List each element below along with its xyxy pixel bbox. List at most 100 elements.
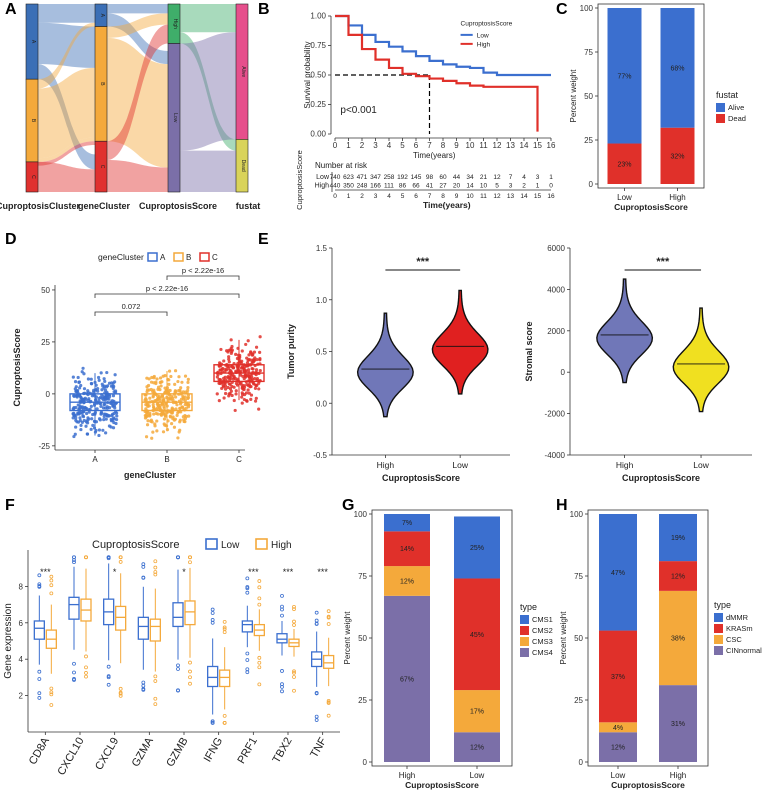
outlier-point <box>245 651 250 656</box>
significance-label: p < 2.22e-16 <box>182 266 224 275</box>
box-body <box>323 654 335 669</box>
jitter-point <box>144 435 149 439</box>
legend-label: CMS4 <box>532 648 553 657</box>
jitter-point <box>98 418 102 422</box>
jitter-point <box>158 376 163 380</box>
jitter-point <box>249 393 254 397</box>
jitter-point <box>144 410 149 414</box>
jitter-point <box>156 412 160 416</box>
x-axis-title: CuproptosisScore <box>622 473 700 483</box>
jitter-point <box>170 406 174 410</box>
jitter-point <box>156 387 160 391</box>
bar-segment-csc <box>599 722 637 733</box>
jitter-point <box>80 411 84 415</box>
x-tick-label: 16 <box>547 141 556 150</box>
jitter-point <box>101 428 105 432</box>
jitter-point <box>112 417 116 421</box>
sankey-flow <box>38 22 95 68</box>
jitter-point <box>84 411 89 416</box>
jitter-point <box>174 407 178 411</box>
bar-segment-label: 31% <box>671 721 685 728</box>
y-axis-title: Percent weight <box>569 69 578 123</box>
y-tick-label: -2000 <box>545 410 566 419</box>
legend-swatch <box>714 613 723 622</box>
jitter-point <box>153 422 157 426</box>
legend-label: CMS2 <box>532 626 553 635</box>
jitter-point <box>183 374 188 378</box>
significance-label: * <box>113 567 117 577</box>
jitter-point <box>111 426 116 430</box>
jitter-point <box>247 357 251 362</box>
x-tick-label: 5 <box>400 141 405 150</box>
outlier-point <box>118 693 123 698</box>
jitter-point <box>77 380 81 384</box>
jitter-point <box>176 436 180 440</box>
box-body <box>241 620 253 633</box>
sankey-flow <box>107 13 168 65</box>
jitter-point <box>155 377 159 381</box>
outlier-point <box>222 625 227 630</box>
jitter-point <box>221 383 225 388</box>
outlier-point <box>118 686 123 691</box>
y-tick-label: 50 <box>41 286 50 295</box>
sankey-node-label: A <box>99 14 105 18</box>
sankey-axis-label: CuproptosisCluster <box>0 201 80 211</box>
jitter-point <box>251 367 255 371</box>
outlier-point <box>84 654 88 659</box>
jitter-point <box>258 357 262 361</box>
risk-value: 20 <box>453 183 461 190</box>
y-tick-label: 6000 <box>547 244 565 253</box>
jitter-point <box>170 411 174 415</box>
jitter-point <box>186 396 190 401</box>
jitter-point <box>230 365 234 369</box>
outlier-point <box>245 590 250 595</box>
jitter-point <box>90 417 94 421</box>
risk-x-tick-label: 6 <box>414 193 418 200</box>
jitter-point <box>178 389 182 393</box>
outlier-point <box>84 671 88 675</box>
jitter-point <box>100 382 104 386</box>
x-tick-label: TBX2 <box>270 736 294 766</box>
jitter-point <box>100 396 104 400</box>
bar-segment-label: 77% <box>617 73 631 80</box>
outlier-point <box>188 555 192 560</box>
outlier-point <box>292 607 296 612</box>
jitter-point <box>244 342 248 347</box>
jitter-point <box>82 387 87 391</box>
risk-value: 86 <box>399 183 407 190</box>
jitter-point <box>83 406 87 410</box>
risk-value: 347 <box>370 174 381 181</box>
jitter-point <box>245 399 249 403</box>
sankey-node-label: Low <box>172 113 178 123</box>
jitter-point <box>97 378 101 382</box>
jitter-point <box>254 345 259 349</box>
jitter-point <box>232 398 236 403</box>
outlier-point <box>210 611 215 615</box>
outlier-point <box>257 602 262 607</box>
jitter-point <box>104 417 108 421</box>
significance-label: 0.072 <box>122 302 141 311</box>
risk-value: 27 <box>439 183 447 190</box>
legend-title: geneCluster <box>98 252 144 262</box>
significance-label: * <box>182 567 186 577</box>
box-body <box>172 602 184 628</box>
legend-label: A <box>160 253 166 262</box>
jitter-point <box>179 397 184 401</box>
legend-title: type <box>520 602 537 612</box>
jitter-point <box>225 349 229 353</box>
outlier-point <box>141 687 146 692</box>
outlier-point <box>72 670 76 675</box>
legend-label: Low <box>221 540 240 551</box>
jitter-point <box>180 380 184 384</box>
jitter-point <box>226 385 230 390</box>
legend-swatch <box>716 114 725 123</box>
sankey-flow <box>180 150 236 192</box>
risk-value: 5 <box>495 183 499 190</box>
jitter-point <box>107 406 112 410</box>
jitter-point <box>234 352 238 356</box>
x-tick-label: CXCL10 <box>55 736 86 778</box>
legend-title: fustat <box>716 90 739 100</box>
jitter-point <box>241 387 245 391</box>
jitter-point <box>221 367 225 371</box>
jitter-point <box>157 394 162 399</box>
